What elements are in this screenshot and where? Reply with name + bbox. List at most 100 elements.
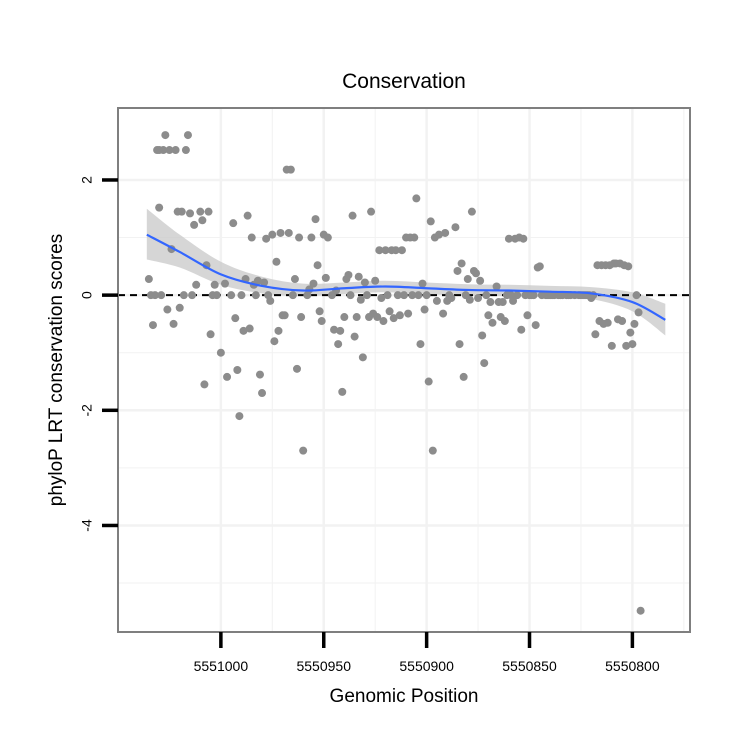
x-tick-label: 5550850	[502, 658, 557, 674]
data-point	[529, 291, 538, 300]
data-point	[404, 309, 413, 318]
data-point	[258, 389, 267, 398]
data-point	[373, 313, 382, 322]
x-tick-label: 5551000	[194, 658, 249, 674]
data-point	[632, 291, 641, 300]
data-point	[220, 279, 229, 288]
data-point	[624, 262, 633, 271]
data-point	[177, 207, 186, 216]
data-point	[237, 291, 246, 300]
data-point	[315, 307, 324, 316]
x-tick-label: 5550800	[605, 658, 660, 674]
data-point	[428, 446, 437, 455]
data-point	[400, 291, 408, 300]
data-point	[309, 279, 318, 288]
data-point	[151, 291, 160, 300]
data-point	[414, 291, 423, 300]
chart-title: Conservation	[342, 70, 466, 93]
data-point	[383, 291, 392, 300]
data-point	[500, 317, 509, 326]
data-point	[439, 309, 448, 318]
data-point	[196, 207, 205, 216]
data-point	[216, 348, 225, 357]
data-point	[229, 219, 238, 228]
data-point	[397, 246, 406, 255]
data-point	[607, 341, 616, 350]
data-point	[362, 291, 371, 300]
data-point	[210, 280, 219, 289]
data-point	[169, 319, 178, 328]
data-point	[190, 220, 199, 229]
y-tick-label: -4	[79, 519, 95, 532]
data-point	[155, 203, 164, 212]
data-point	[144, 275, 153, 284]
data-point	[634, 308, 643, 317]
data-point	[262, 234, 271, 243]
data-point	[603, 318, 612, 327]
data-point	[204, 207, 213, 216]
data-point	[266, 296, 275, 305]
data-point	[434, 230, 443, 239]
data-point	[395, 311, 404, 320]
data-point	[253, 276, 262, 285]
data-point	[513, 291, 522, 300]
data-point	[389, 314, 398, 323]
data-point	[334, 340, 343, 349]
data-point	[393, 291, 402, 300]
data-point	[255, 370, 264, 379]
data-point	[591, 330, 600, 339]
data-point	[519, 234, 528, 243]
data-point	[336, 326, 345, 335]
data-point	[482, 291, 491, 300]
data-point	[416, 340, 425, 349]
data-point	[465, 295, 474, 304]
data-point	[165, 146, 174, 155]
panel-border	[117, 107, 691, 633]
data-point	[459, 372, 468, 381]
x-axis-label: Genomic Position	[329, 686, 479, 707]
data-point	[227, 291, 236, 300]
axes: 5551000 5550950 5550900 5550850 5550800 2 0 -2 -…	[79, 107, 691, 674]
data-point	[474, 294, 483, 303]
data-point	[379, 317, 388, 326]
data-point	[260, 278, 269, 287]
data-point	[307, 233, 316, 242]
data-point	[636, 606, 645, 615]
y-tick-label: -2	[79, 404, 95, 417]
data-point	[276, 228, 285, 237]
data-point	[163, 305, 172, 314]
data-point	[159, 146, 168, 155]
data-point	[352, 313, 361, 322]
data-point	[381, 246, 390, 255]
data-point	[272, 257, 281, 266]
data-point	[422, 291, 431, 300]
x-tick-label: 5550950	[296, 658, 351, 674]
data-point	[517, 325, 526, 334]
data-point	[432, 296, 441, 305]
data-point	[161, 131, 170, 140]
data-point	[412, 194, 421, 203]
x-tick-label: 5550900	[399, 658, 454, 674]
data-point	[478, 331, 487, 340]
data-point	[330, 325, 339, 334]
data-point	[148, 321, 157, 330]
data-point	[410, 233, 419, 242]
data-point	[535, 262, 544, 271]
data-point	[247, 233, 256, 242]
grid	[118, 108, 690, 632]
data-point	[186, 209, 195, 218]
data-point	[286, 165, 295, 174]
data-point	[463, 275, 472, 284]
data-point	[426, 217, 435, 226]
data-point	[385, 307, 394, 316]
data-point	[441, 228, 450, 237]
data-point	[198, 216, 207, 225]
data-point	[251, 291, 260, 300]
data-point	[181, 146, 190, 155]
y-tick-label: 2	[79, 176, 95, 184]
data-point	[367, 207, 376, 216]
data-point	[447, 294, 456, 303]
data-point	[348, 211, 357, 220]
